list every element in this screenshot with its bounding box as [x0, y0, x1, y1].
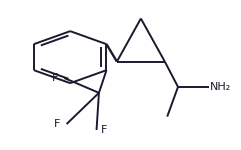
Text: F: F	[100, 125, 107, 135]
Text: F: F	[54, 119, 60, 129]
Text: F: F	[51, 73, 58, 83]
Text: NH₂: NH₂	[210, 82, 232, 92]
